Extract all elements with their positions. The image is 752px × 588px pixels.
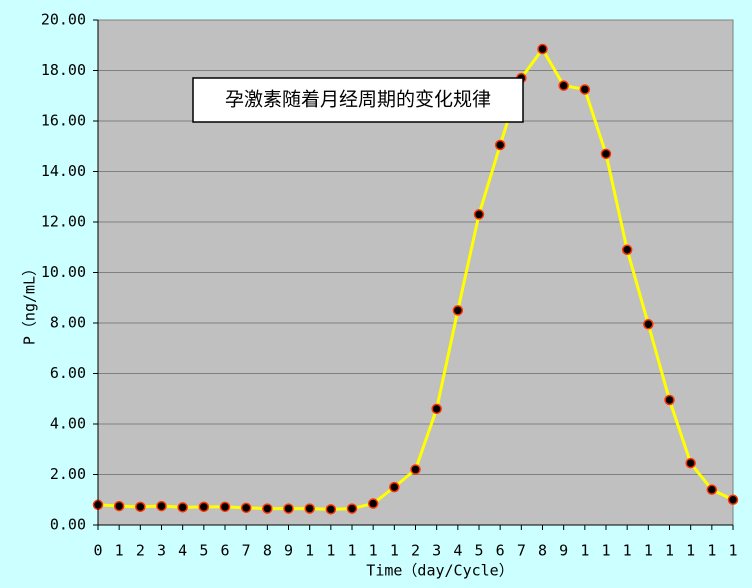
marks	[92, 43, 739, 515]
data-point	[325, 504, 337, 515]
x-tick-label: 1	[644, 542, 653, 560]
y-tick-label: 8.00	[50, 314, 86, 332]
x-tick-label: 9	[284, 542, 293, 560]
data-point	[579, 84, 591, 95]
data-point	[367, 498, 379, 509]
data-point	[113, 500, 125, 512]
y-axis-label: P（ng/mL）	[21, 261, 39, 345]
x-tick-label: 8	[538, 542, 547, 560]
y-tick-label: 12.00	[41, 213, 86, 231]
x-tick-label: 5	[199, 542, 208, 560]
data-point	[643, 319, 654, 330]
x-tick-label: 6	[220, 542, 229, 560]
data-point	[304, 503, 315, 514]
data-point	[706, 484, 718, 495]
data-point	[452, 305, 464, 316]
x-tick-label: 5	[474, 542, 483, 560]
data-point	[135, 501, 146, 513]
data-point	[346, 503, 358, 514]
x-tick-label: 4	[178, 542, 187, 560]
x-tick-label: 1	[115, 542, 124, 560]
x-tick-label: 3	[157, 542, 166, 560]
x-tick-label: 1	[390, 542, 399, 560]
data-point	[727, 494, 739, 505]
x-tick-label: 2	[411, 542, 420, 560]
x-tick-label: 1	[601, 542, 610, 560]
data-point	[537, 43, 548, 55]
data-point	[664, 394, 675, 406]
data-point	[156, 500, 167, 512]
x-tick-label: 1	[369, 542, 378, 560]
x-tick-label: 1	[665, 542, 674, 560]
x-tick-label: 6	[496, 542, 505, 560]
y-tick-label: 16.00	[41, 112, 86, 130]
x-tick-label: 1	[623, 542, 632, 560]
y-tick-label: 14.00	[41, 162, 86, 180]
data-point	[177, 502, 188, 513]
x-tick-label: 1	[305, 542, 314, 560]
y-tick-label: 18.00	[41, 61, 86, 79]
x-tick-label: 3	[432, 542, 441, 560]
x-axis-label: Time（day/Cycle）	[366, 562, 513, 580]
x-tick-label: 4	[453, 542, 462, 560]
x-tick-label: 2	[136, 542, 145, 560]
y-tick-label: 10.00	[41, 263, 86, 281]
x-tick-label: 0	[93, 542, 102, 560]
data-point	[262, 503, 273, 514]
data-point	[219, 501, 231, 513]
x-tick-label: 1	[686, 542, 695, 560]
annotation-box	[192, 77, 524, 123]
data-point	[410, 464, 421, 475]
data-point	[198, 501, 210, 513]
x-tick-label: 1	[347, 542, 356, 560]
data-point	[685, 457, 696, 469]
data-point	[283, 503, 294, 514]
data-point	[431, 403, 442, 415]
data-point	[473, 209, 485, 220]
data-point	[494, 139, 506, 151]
x-tick-label: 1	[707, 542, 716, 560]
data-point	[600, 148, 612, 160]
data-point	[389, 481, 400, 493]
data-point	[240, 502, 252, 514]
x-tick-label: 8	[263, 542, 272, 560]
x-tick-label: 7	[517, 542, 526, 560]
data-point	[558, 80, 569, 91]
y-tick-label: 0.00	[50, 516, 86, 534]
x-tick-label: 1	[728, 542, 737, 560]
y-tick-label: 4.00	[50, 415, 86, 433]
data-point	[621, 244, 633, 256]
y-tick-label: 6.00	[50, 364, 86, 382]
x-tick-label: 7	[242, 542, 251, 560]
x-tick-label: 1	[580, 542, 589, 560]
x-tick-label: 9	[559, 542, 568, 560]
y-tick-label: 2.00	[50, 465, 86, 483]
y-tick-label: 20.00	[41, 11, 86, 29]
x-tick-label: 1	[326, 542, 335, 560]
annotation: 孕激素随着月经周期的变化规律	[225, 89, 491, 111]
